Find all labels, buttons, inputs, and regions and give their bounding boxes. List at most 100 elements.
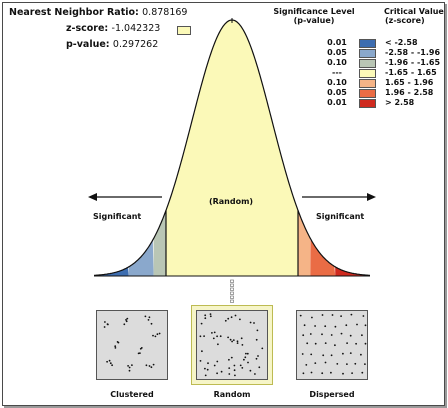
legend-zrange-0: < -2.58	[385, 38, 418, 47]
pattern-point	[364, 324, 367, 327]
pattern-point	[351, 372, 353, 374]
pattern-point	[233, 369, 236, 372]
pattern-point	[301, 353, 304, 355]
pattern-point	[216, 360, 219, 363]
connector-dot	[230, 299, 234, 303]
pattern-point	[150, 322, 153, 325]
pattern-point	[114, 347, 117, 349]
pattern-point	[204, 317, 207, 320]
pattern-point	[346, 342, 348, 344]
pattern-point	[361, 371, 364, 374]
pattern-point	[236, 342, 239, 344]
curve-band-6	[335, 266, 370, 276]
legend-pvalue-0: 0.01	[327, 38, 347, 47]
pattern-point	[247, 361, 249, 364]
connector-dot	[230, 283, 234, 287]
z-score-swatch	[177, 26, 191, 35]
significance-header-line2: (p-value)	[293, 16, 335, 25]
pattern-point	[128, 366, 131, 369]
pattern-point	[305, 364, 308, 366]
pattern-point	[336, 363, 339, 365]
legend-swatch-1	[359, 49, 376, 58]
pattern-point	[139, 352, 141, 354]
pattern-point	[150, 366, 153, 369]
legend-swatch-2	[359, 59, 376, 68]
pattern-point	[324, 342, 327, 344]
pattern-point	[310, 353, 313, 356]
pattern-point	[258, 366, 261, 369]
pattern-panel-dispersed	[296, 310, 368, 380]
z-score-value: -1.042323	[111, 23, 161, 34]
z-score-row: z-score: -1.042323	[66, 23, 160, 34]
legend-zrange-2: -1.96 - -1.65	[385, 58, 441, 67]
pattern-point	[249, 321, 252, 324]
pattern-point	[330, 334, 333, 336]
pattern-point	[230, 316, 233, 319]
pattern-point	[321, 314, 324, 316]
legend-zrange-4: 1.65 - 1.96	[385, 78, 434, 87]
pattern-point	[310, 371, 313, 374]
pattern-point	[111, 364, 113, 367]
pattern-point	[243, 358, 245, 361]
legend-zrange-5: 1.96 - 2.58	[385, 88, 434, 97]
pattern-point	[230, 356, 233, 359]
pattern-point	[303, 324, 306, 327]
pattern-point	[233, 364, 236, 367]
pattern-background	[96, 310, 168, 380]
pattern-point	[256, 329, 259, 332]
legend-swatch-5	[359, 89, 376, 98]
pattern-point	[216, 335, 218, 338]
pattern-point	[340, 315, 342, 317]
pattern-point	[356, 323, 358, 326]
pattern-point	[219, 335, 222, 338]
critical-header-line1: Critical Value	[384, 7, 444, 16]
pattern-point	[154, 335, 157, 338]
pattern-point	[220, 370, 223, 373]
curve-band-2	[153, 211, 166, 276]
pattern-point	[148, 365, 151, 367]
curve-band-0	[94, 267, 129, 276]
pattern-point	[311, 316, 313, 319]
pattern-point	[254, 373, 256, 375]
pattern-point	[249, 369, 252, 372]
pattern-point	[211, 332, 213, 334]
pattern-point	[147, 319, 150, 321]
pattern-point	[364, 363, 366, 365]
pattern-point	[207, 362, 209, 365]
pattern-point	[246, 352, 249, 355]
pattern-point	[354, 362, 357, 365]
pattern-point	[340, 332, 343, 335]
pattern-point	[342, 372, 344, 375]
pattern-point	[239, 364, 242, 367]
right-arrow-head	[367, 193, 376, 201]
pattern-point	[345, 324, 348, 327]
legend-swatch-0	[359, 39, 376, 48]
pattern-point	[156, 333, 159, 336]
pattern-point	[228, 373, 231, 375]
critical-header: Critical Value (z-score)	[384, 7, 444, 25]
pattern-point	[206, 368, 209, 371]
legend-swatch-3	[359, 69, 376, 78]
legend-zrange-1: -2.58 - -1.96	[385, 48, 441, 57]
pattern-point	[204, 367, 206, 370]
pattern-label-dispersed: Dispersed	[309, 390, 355, 399]
nn-ratio-label: Nearest Neighbor Ratio:	[9, 7, 139, 18]
legend-pvalue-2: 0.10	[327, 58, 347, 67]
pattern-point	[203, 335, 205, 337]
pattern-point	[144, 315, 147, 318]
legend-pvalue-1: 0.05	[327, 48, 347, 57]
legend-swatch-4	[359, 79, 376, 88]
pattern-point	[204, 374, 207, 377]
pattern-point	[299, 314, 302, 317]
pattern-point	[342, 352, 344, 355]
pattern-point	[314, 342, 317, 345]
left-significant-label: Significant	[93, 212, 142, 221]
pattern-point	[245, 352, 247, 355]
pattern-point	[104, 321, 106, 323]
pattern-point	[209, 315, 212, 318]
legend-pvalue-5: 0.05	[327, 88, 347, 97]
pattern-point	[106, 323, 109, 325]
pattern-point	[355, 342, 357, 345]
pattern-point	[109, 362, 112, 365]
